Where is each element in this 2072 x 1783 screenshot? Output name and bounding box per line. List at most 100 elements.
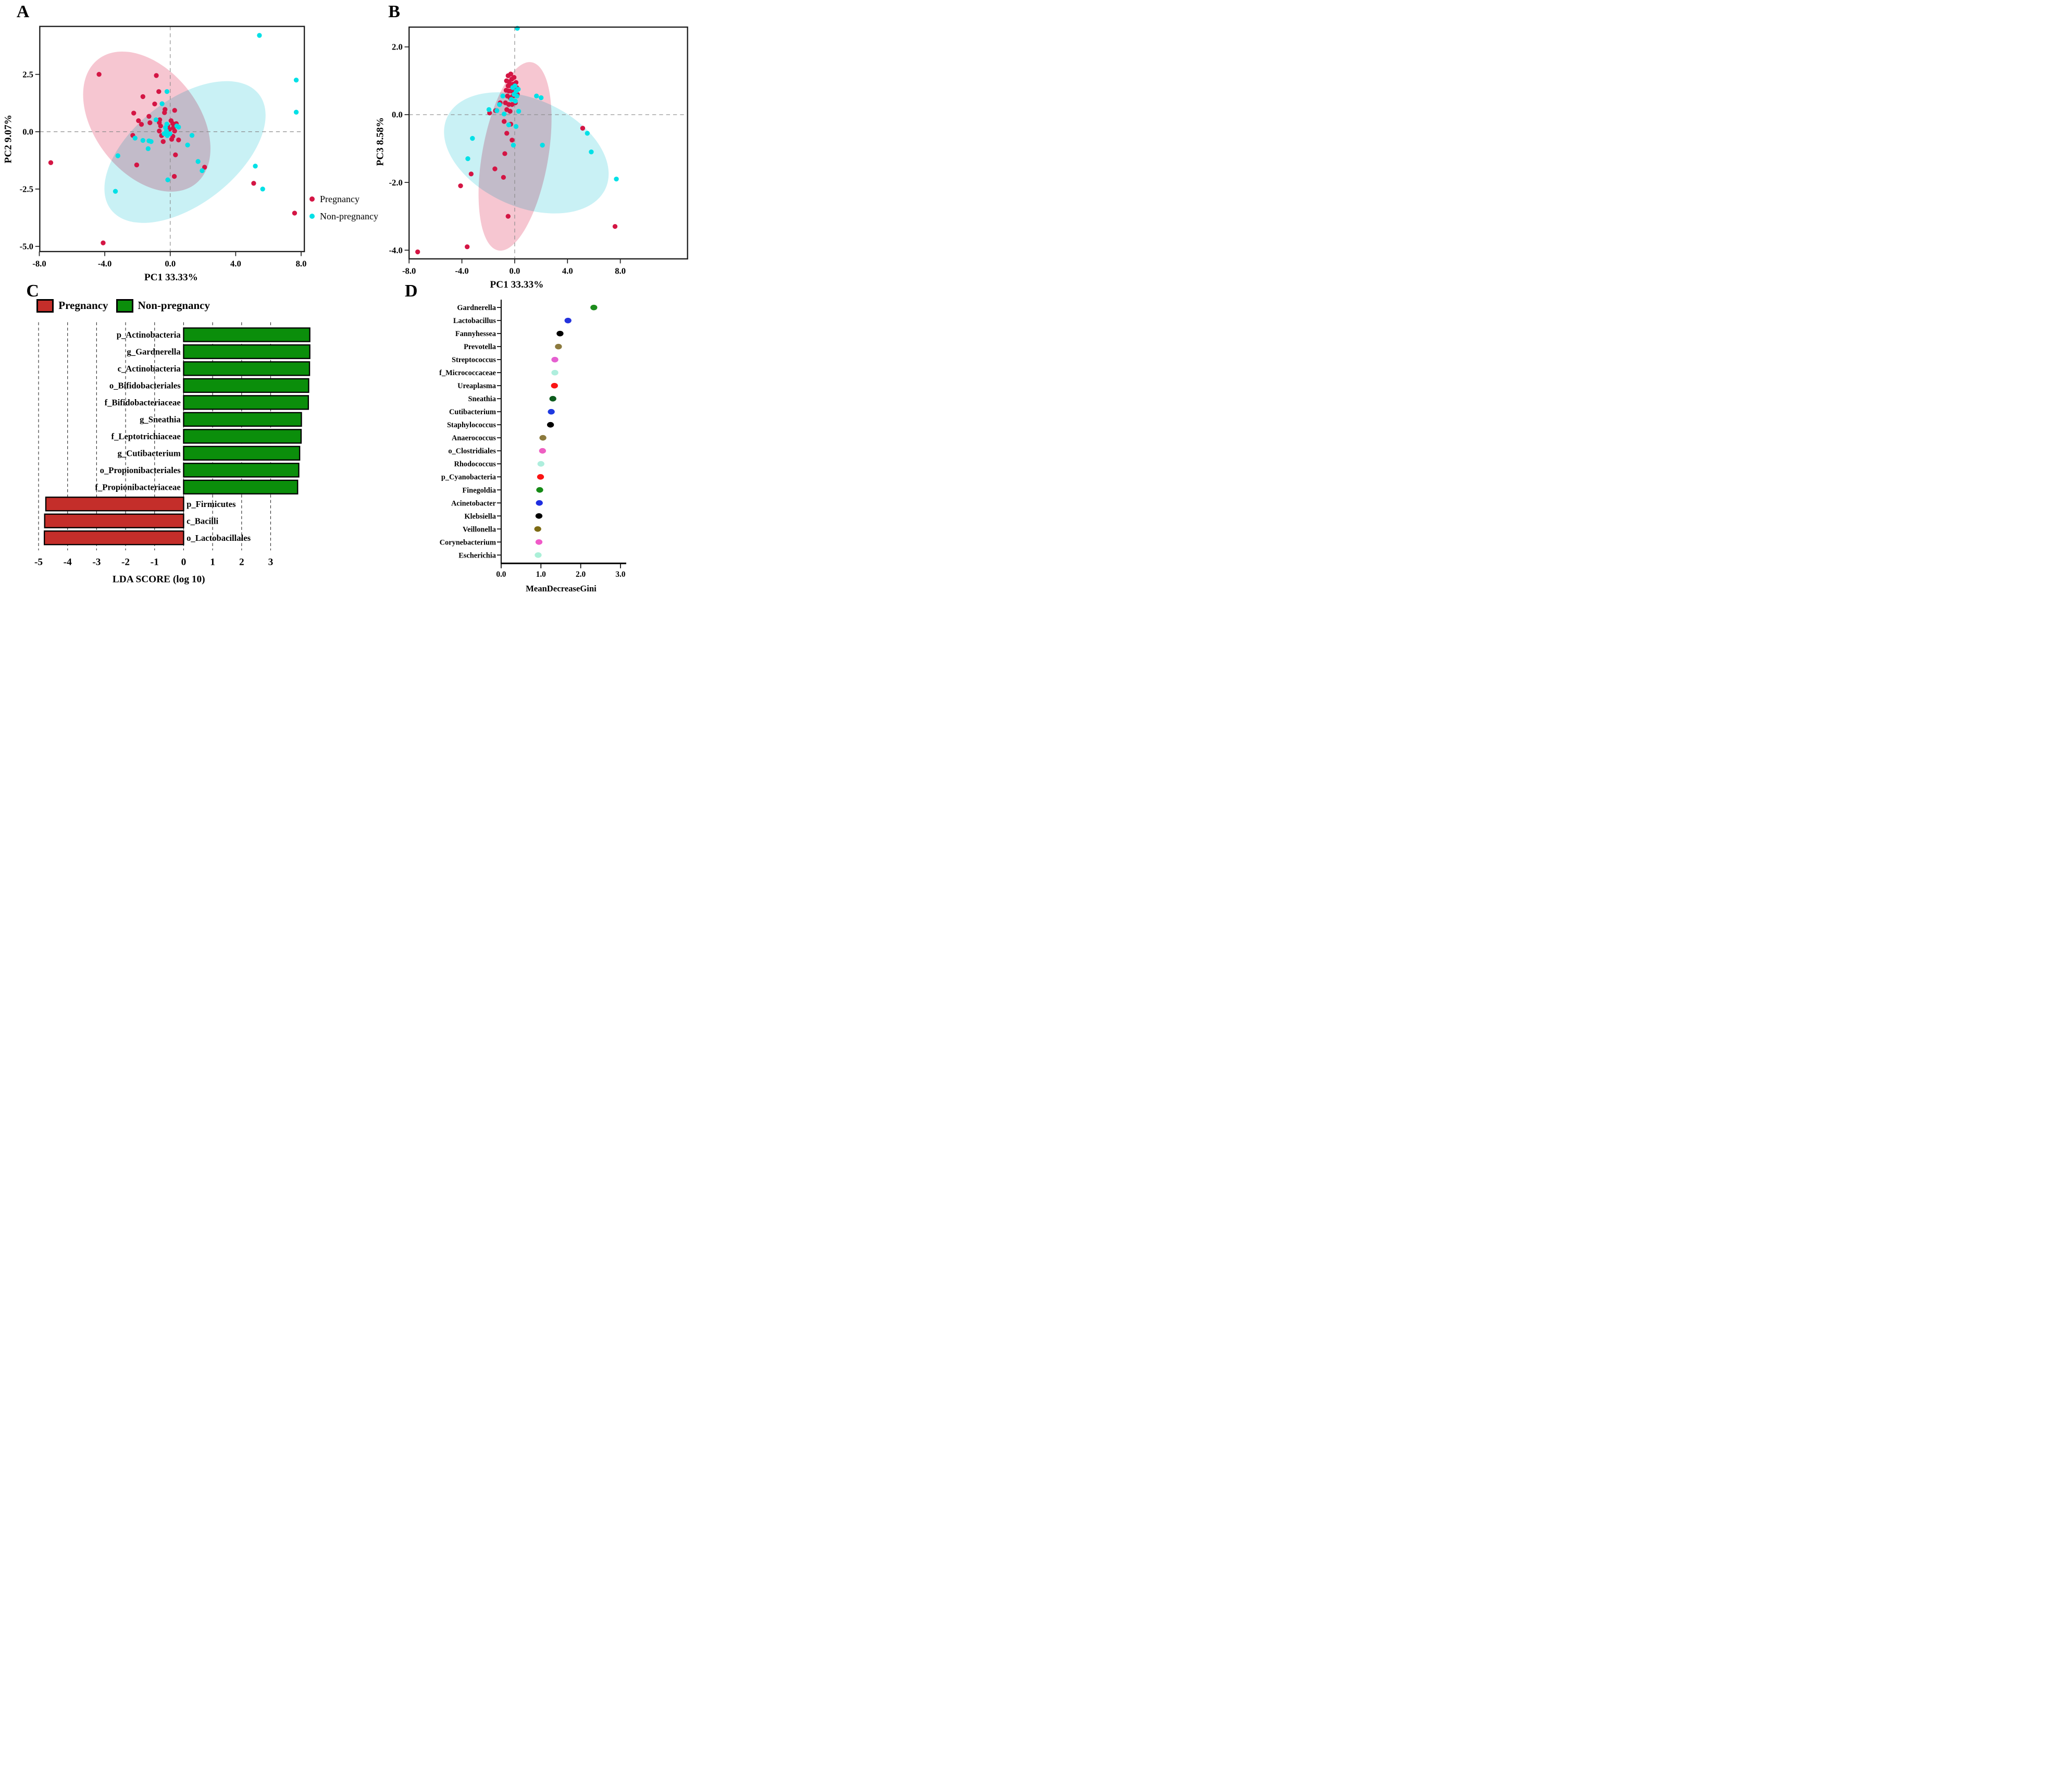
figure-page: -8.0 -4.0 0.0 4.0 8.0 2.5 0.0 -2.5 -5.0 PC1 33.33… [0,0,691,595]
data-point [538,95,544,101]
y-axis-title: PC3 8.58% [375,117,386,166]
data-point [507,108,513,114]
data-point [511,75,517,80]
data-point [513,124,519,129]
data-point [514,93,519,99]
data-point [162,110,167,115]
data-point [157,128,162,134]
data-point [96,72,102,77]
lda-bar [45,497,184,512]
gini-dot [537,461,544,467]
x-tick-label: 2 [239,556,244,567]
data-point [159,101,165,106]
x-tick-label: 3.0 [615,570,625,579]
x-tick-label: -2 [121,556,130,567]
legend-label-non-pregnancy: Non-pregnancy [320,211,379,221]
data-point [152,101,157,107]
series-non-pregnancy [113,33,299,194]
panel-b: -8.0 -4.0 0.0 4.0 8.0 2.0 0.0 -2.0 -4.0 PC1 33.33… [375,26,688,290]
data-point [501,175,506,180]
data-point [140,138,145,143]
row-label: Rhodococcus [454,460,496,468]
data-point [506,122,512,128]
gini-dot [539,448,546,454]
data-point [160,139,166,144]
data-point [497,102,502,107]
data-point [257,33,262,38]
data-point [512,83,518,89]
data-point [504,131,510,136]
row-label: Lactobacillus [453,317,496,325]
data-point [147,120,153,126]
data-point [165,177,170,182]
data-point [492,166,498,171]
data-point [139,122,144,127]
data-point [465,244,470,250]
bar-label: o_Lactobacillales [187,533,251,543]
gini-dot [536,487,543,493]
x-axis-title: LDA SCORE (log 10) [113,574,205,585]
lda-legend-label-non-pregnancy: Non-pregnancy [138,299,210,312]
data-point [486,107,492,113]
panel-letter-b: B [388,2,400,22]
x-tick-label: -8.0 [402,266,416,276]
lda-bar [183,445,301,461]
gini-dot [549,395,556,402]
y-tick-label: 0.0 [392,110,403,120]
data-point [134,162,140,168]
x-tick-label: 1.0 [536,570,546,579]
row-label: Klebsiella [464,512,496,521]
lda-bar [183,361,311,376]
bar-label: f_Leptotrichiaceae [111,431,181,441]
gini-dot [564,317,572,324]
data-point [585,131,590,136]
data-point [505,214,511,219]
row-label: Escherichia [458,551,496,560]
row-label: Streptococcus [452,356,496,364]
data-point [470,135,475,141]
x-tick-label: 8.0 [296,258,307,268]
x-tick-label: 1 [210,556,215,567]
data-point [534,93,539,99]
gini-dot [551,369,559,376]
data-point [468,171,474,177]
data-point [260,187,265,192]
y-axis-title: PC2 9.07% [3,115,14,163]
data-point [131,110,137,116]
x-tick-label: 4.0 [562,266,573,276]
data-point [169,137,175,142]
data-point [508,97,514,102]
data-point [167,131,172,137]
gini-dot [539,435,547,441]
legend-label-pregnancy: Pregnancy [320,193,360,204]
data-point [153,117,159,122]
data-point [158,123,163,129]
panel-letter-a: A [16,2,30,22]
data-point [292,211,297,216]
bar-label: c_Bacilli [187,516,218,526]
x-tick-label: -8.0 [32,258,46,268]
row-label: Acinetobacter [451,499,497,507]
row-label: Fannyhessea [455,330,496,338]
data-point [508,71,513,77]
data-point [145,146,151,151]
data-point [200,168,205,174]
x-tick-label: -4 [64,556,72,567]
lda-bar [183,395,309,410]
bar-label: p_Actinobacteria [117,330,181,340]
bar-label: g_Sneathia [140,415,181,425]
y-tick-label: 0.0 [22,127,33,137]
pregnancy-box-swatch [36,299,54,313]
lda-bar [183,412,302,427]
data-point [115,153,120,158]
lda-bar [183,463,300,478]
panel-letter-c: C [26,281,39,301]
y-tick-label: -4.0 [389,245,402,255]
data-point [500,93,505,99]
data-point [494,108,500,113]
row-label: Ureaplasma [457,382,496,390]
x-tick-label: 0.0 [510,266,520,276]
data-point [614,176,619,182]
lda-bar [43,530,184,546]
data-point [164,89,170,94]
